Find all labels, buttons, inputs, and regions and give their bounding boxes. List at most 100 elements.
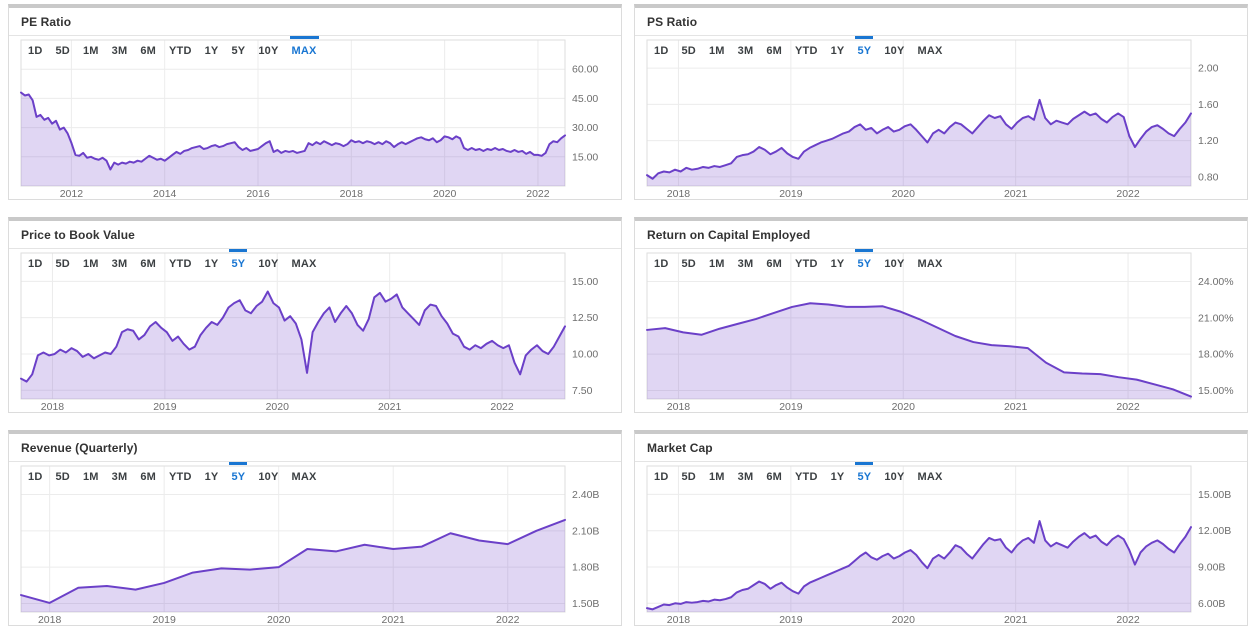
range-button-6m[interactable]: 6M [140, 45, 156, 57]
range-button-1m[interactable]: 1M [708, 258, 725, 270]
range-button-max[interactable]: MAX [291, 258, 317, 270]
range-button-3m[interactable]: 3M [737, 258, 754, 270]
chart-title-bar: Market Cap [635, 434, 1247, 462]
range-button-6m[interactable]: 6M [140, 471, 156, 483]
range-tabs: 1D 5D 1M 3M 6M YTD 1Y 5Y 10Y MAX [22, 36, 324, 66]
range-tabs: 1D 5D 1M 3M 6M YTD 1Y 5Y 10Y MAX [648, 249, 950, 279]
range-button-3m[interactable]: 3M [111, 258, 128, 270]
range-button-5d[interactable]: 5D [55, 45, 70, 57]
range-button-1m[interactable]: 1M [708, 45, 725, 57]
range-button-1y[interactable]: 1Y [830, 471, 845, 483]
range-button-1m[interactable]: 1M [82, 471, 99, 483]
y-axis-label: 15.00% [1198, 385, 1234, 397]
range-button-1d[interactable]: 1D [28, 45, 43, 57]
chart-plot[interactable]: 2018 2019 2020 2021 2022 7.50 10.00 12.50 15.00 [9, 249, 621, 412]
range-button-1y[interactable]: 1Y [204, 471, 219, 483]
range-button-1m[interactable]: 1M [82, 258, 99, 270]
range-button-max[interactable]: MAX [286, 36, 323, 66]
x-axis-label: 2022 [1116, 188, 1140, 199]
chart-region: 1D 5D 1M 3M 6M YTD 1Y 5Y 10Y MAX 2018 2019 2020 2021… [9, 249, 621, 412]
chart-region: 1D 5D 1M 3M 6M YTD 1Y 5Y 10Y MAX 2018 2019 2020 2021… [635, 462, 1247, 625]
x-axis-label: 2022 [496, 614, 520, 625]
range-button-ytd[interactable]: YTD [169, 45, 192, 57]
x-axis-label: 2018 [340, 188, 364, 199]
range-button-max[interactable]: MAX [917, 471, 943, 483]
range-button-5y[interactable]: 5Y [851, 462, 877, 492]
range-button-5d[interactable]: 5D [55, 471, 70, 483]
x-axis-label: 2014 [153, 188, 177, 199]
range-button-3m[interactable]: 3M [737, 471, 754, 483]
series-area [647, 303, 1191, 399]
chart-panel: Price to Book Value 1D 5D 1M 3M 6M YTD 1Y 5Y 10Y… [8, 217, 622, 413]
range-button-ytd[interactable]: YTD [795, 45, 818, 57]
range-button-3m[interactable]: 3M [111, 45, 128, 57]
range-button-6m[interactable]: 6M [766, 45, 782, 57]
range-button-1y[interactable]: 1Y [204, 258, 219, 270]
range-button-10y[interactable]: 10Y [258, 471, 279, 483]
x-axis-label: 2020 [892, 188, 916, 199]
x-axis-label: 2022 [1116, 401, 1140, 412]
chart-plot[interactable]: 2018 2019 2020 2021 2022 0.80 1.20 1.60 2.00 [635, 36, 1247, 199]
range-button-5y[interactable]: 5Y [851, 36, 877, 66]
chart-region: 1D 5D 1M 3M 6M YTD 1Y 5Y 10Y MAX 2012 2014 2016 2018… [9, 36, 621, 199]
range-button-5y[interactable]: 5Y [851, 249, 877, 279]
series-area [21, 92, 565, 186]
range-button-10y[interactable]: 10Y [884, 471, 905, 483]
range-button-1y[interactable]: 1Y [204, 45, 219, 57]
range-button-ytd[interactable]: YTD [169, 258, 192, 270]
range-button-6m[interactable]: 6M [766, 471, 782, 483]
chart-panel: Revenue (Quarterly) 1D 5D 1M 3M 6M YTD 1Y 5Y 10Y… [8, 430, 622, 626]
chart-region: 1D 5D 1M 3M 6M YTD 1Y 5Y 10Y MAX 2018 2019 2020 2021… [9, 462, 621, 625]
range-button-1d[interactable]: 1D [654, 45, 669, 57]
series-line [20, 91, 566, 171]
range-button-10y[interactable]: 10Y [884, 258, 905, 270]
range-button-ytd[interactable]: YTD [795, 258, 818, 270]
range-button-6m[interactable]: 6M [766, 258, 782, 270]
x-axis-label: 2022 [526, 188, 550, 199]
x-axis-label: 2021 [1004, 614, 1028, 625]
range-button-5d[interactable]: 5D [55, 258, 70, 270]
chart-plot[interactable]: 2018 2019 2020 2021 2022 6.00B 9.00B 12.00B 15.0… [635, 462, 1247, 625]
range-button-3m[interactable]: 3M [737, 45, 754, 57]
range-button-5y[interactable]: 5Y [231, 45, 246, 57]
range-button-max[interactable]: MAX [291, 471, 317, 483]
chart-plot[interactable]: 2018 2019 2020 2021 2022 1.50B 1.80B 2.10B 2.40B [9, 462, 621, 625]
range-tabs: 1D 5D 1M 3M 6M YTD 1Y 5Y 10Y MAX [648, 462, 950, 492]
range-button-ytd[interactable]: YTD [795, 471, 818, 483]
range-button-5d[interactable]: 5D [681, 258, 696, 270]
range-button-10y[interactable]: 10Y [258, 258, 279, 270]
x-axis-label: 2021 [378, 401, 402, 412]
range-button-1y[interactable]: 1Y [830, 258, 845, 270]
range-button-5d[interactable]: 5D [681, 471, 696, 483]
range-button-max[interactable]: MAX [917, 45, 943, 57]
chart-panel: Return on Capital Employed 1D 5D 1M 3M 6M YTD… [634, 217, 1248, 413]
range-button-5y[interactable]: 5Y [225, 249, 251, 279]
range-button-1d[interactable]: 1D [654, 471, 669, 483]
range-button-max[interactable]: MAX [917, 258, 943, 270]
range-button-6m[interactable]: 6M [140, 258, 156, 270]
chart-region: 1D 5D 1M 3M 6M YTD 1Y 5Y 10Y MAX 2018 2019 2020 2021… [635, 249, 1247, 412]
range-button-1d[interactable]: 1D [654, 258, 669, 270]
range-button-10y[interactable]: 10Y [884, 45, 905, 57]
range-button-1d[interactable]: 1D [28, 258, 43, 270]
chart-plot[interactable]: 2018 2019 2020 2021 2022 15.00% 18.00% 21.00% 24… [635, 249, 1247, 412]
y-axis-label: 1.50B [572, 598, 599, 610]
range-button-ytd[interactable]: YTD [169, 471, 192, 483]
range-tabs: 1D 5D 1M 3M 6M YTD 1Y 5Y 10Y MAX [22, 462, 324, 492]
chart-title-bar: Revenue (Quarterly) [9, 434, 621, 462]
range-button-5d[interactable]: 5D [681, 45, 696, 57]
range-button-1y[interactable]: 1Y [830, 45, 845, 57]
range-button-1m[interactable]: 1M [82, 45, 99, 57]
chart-plot[interactable]: 2012 2014 2016 2018 2020 2022 15.00 30.00 45.00 6… [9, 36, 621, 199]
x-axis-label: 2021 [1004, 188, 1028, 199]
x-axis-label: 2016 [246, 188, 270, 199]
y-axis-label: 45.00 [572, 93, 598, 105]
range-button-10y[interactable]: 10Y [258, 45, 279, 57]
y-axis-label: 12.50 [572, 312, 598, 324]
range-button-1d[interactable]: 1D [28, 471, 43, 483]
x-axis-label: 2019 [152, 614, 176, 625]
range-button-5y[interactable]: 5Y [225, 462, 251, 492]
range-button-3m[interactable]: 3M [111, 471, 128, 483]
range-button-1m[interactable]: 1M [708, 471, 725, 483]
